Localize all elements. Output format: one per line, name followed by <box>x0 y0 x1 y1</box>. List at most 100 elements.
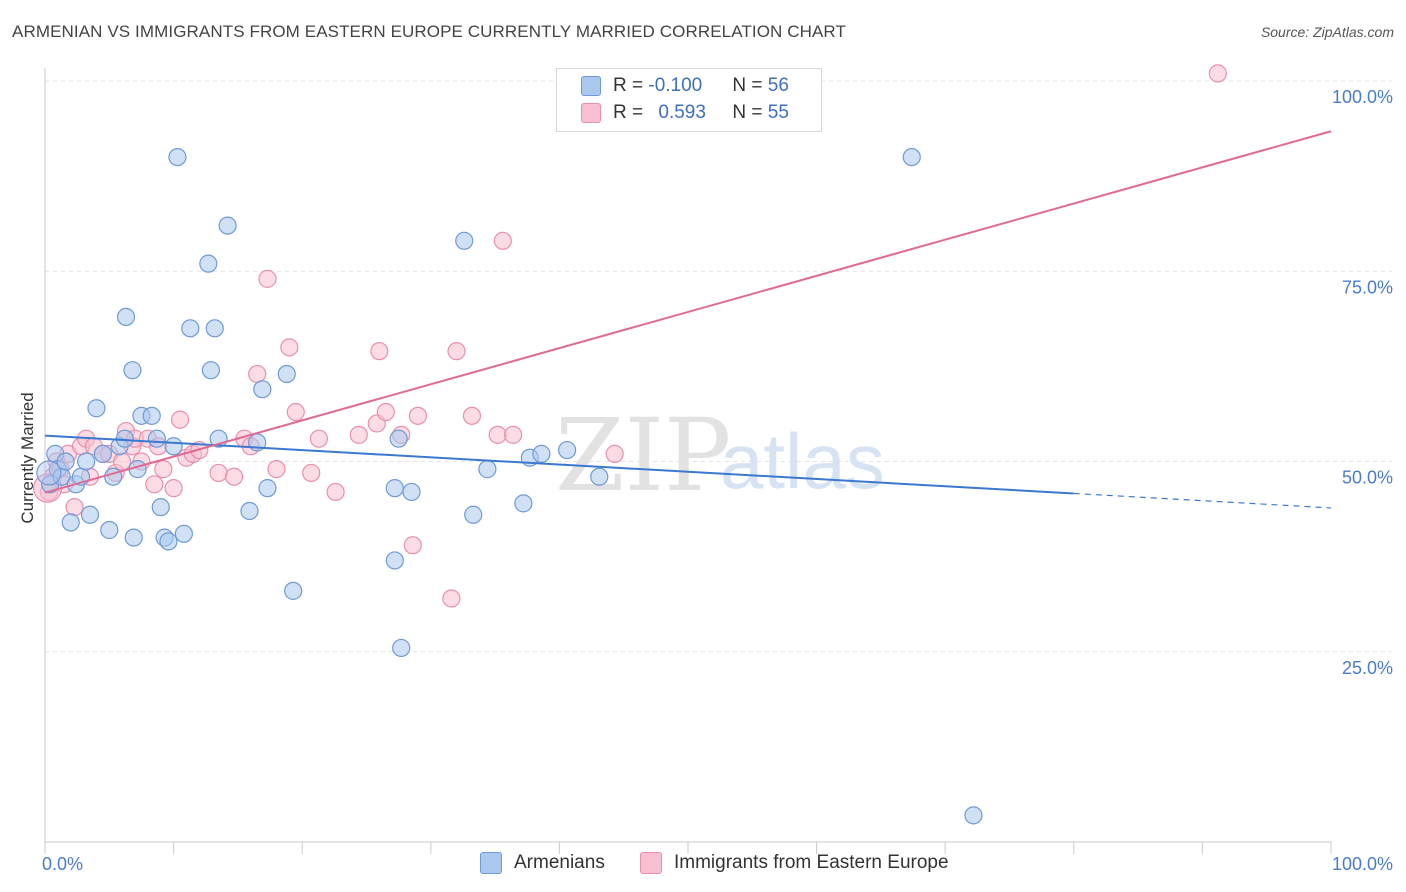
data-point-armenians <box>402 482 421 502</box>
legend-swatch-blue <box>480 852 502 874</box>
data-point-immigrants <box>248 364 267 384</box>
data-point-armenians <box>77 452 96 471</box>
series-armenians-points <box>36 148 983 825</box>
data-point-armenians <box>558 440 577 460</box>
legend-r-value: -0.100 <box>648 75 703 96</box>
legend-row-immigrants: R = 0.593 N = 55 <box>581 100 789 126</box>
data-point-immigrants <box>605 444 624 463</box>
data-point-armenians <box>36 460 62 486</box>
legend-swatch-pink <box>581 103 601 123</box>
data-point-armenians <box>87 399 106 418</box>
y-tick-label: 25.0% <box>1342 658 1393 678</box>
axes <box>44 68 1332 854</box>
data-point-immigrants <box>1208 64 1227 83</box>
legend-item-immigrants: Immigrants from Eastern Europe <box>640 852 949 874</box>
data-point-immigrants <box>370 342 389 361</box>
data-point-armenians <box>464 505 483 524</box>
trend-lines <box>44 130 1332 509</box>
chart-source: Source: ZipAtlas.com <box>1260 24 1394 40</box>
data-point-armenians <box>277 364 296 384</box>
data-point-armenians <box>392 638 411 658</box>
data-point-immigrants <box>403 536 422 555</box>
data-point-immigrants <box>224 467 244 486</box>
data-point-immigrants <box>376 402 395 422</box>
data-point-armenians <box>56 452 75 471</box>
data-point-armenians <box>389 429 408 448</box>
y-tick-label: 50.0% <box>1342 468 1393 488</box>
y-axis-label: Currently Married <box>18 392 37 523</box>
data-point-armenians <box>93 444 112 463</box>
watermark-atlas: atlas <box>720 417 885 505</box>
data-point-armenians <box>532 444 551 463</box>
chart-title: ARMENIAN VS IMMIGRANTS FROM EASTERN EURO… <box>12 22 846 41</box>
data-point-immigrants <box>493 231 512 250</box>
data-point-immigrants <box>447 342 466 361</box>
data-point-armenians <box>168 148 187 167</box>
legend-r-label: R = <box>613 102 649 123</box>
legend-n-value: 56 <box>767 75 789 96</box>
data-point-armenians <box>205 319 224 338</box>
legend-r-value: 0.593 <box>658 102 706 123</box>
data-point-immigrants <box>65 498 84 517</box>
gridlines <box>45 80 1392 653</box>
data-point-immigrants <box>488 425 507 444</box>
data-point-armenians <box>218 216 237 235</box>
data-point-armenians <box>902 148 921 167</box>
watermark: ZIP atlas <box>555 397 885 514</box>
data-point-armenians <box>385 551 404 570</box>
data-point-armenians <box>116 307 136 327</box>
data-point-armenians <box>115 429 134 448</box>
x-tick-label: 100.0% <box>1332 854 1393 874</box>
data-point-armenians <box>478 460 497 479</box>
data-point-armenians <box>174 524 193 543</box>
data-point-armenians <box>514 494 533 513</box>
data-point-armenians <box>385 479 404 498</box>
trend-line-armenians-extension <box>1073 492 1332 509</box>
data-point-armenians <box>142 406 161 425</box>
data-point-armenians <box>61 513 80 532</box>
data-point-armenians <box>100 520 119 540</box>
data-point-immigrants <box>280 338 299 357</box>
data-point-armenians <box>123 361 142 380</box>
legend-label-immigrants: Immigrants from Eastern Europe <box>674 852 949 873</box>
data-point-armenians <box>124 528 143 547</box>
legend-n-value: 55 <box>767 102 789 123</box>
data-point-immigrants <box>286 402 305 422</box>
data-point-armenians <box>151 498 170 517</box>
y-tick-labels: 100.0% 75.0% 50.0% 25.0% <box>1332 87 1393 678</box>
data-point-immigrants <box>349 425 368 444</box>
data-point-immigrants <box>442 589 461 608</box>
data-point-armenians <box>253 380 272 399</box>
data-point-armenians <box>159 532 178 551</box>
legend-swatch-pink <box>640 852 662 874</box>
data-point-immigrants <box>258 269 277 288</box>
legend-swatch-blue <box>581 76 601 96</box>
data-point-armenians <box>164 437 183 456</box>
y-tick-label: 75.0% <box>1342 277 1393 297</box>
y-tick-label: 100.0% <box>1332 87 1393 107</box>
x-tick-labels: 0.0% 100.0% <box>42 854 1393 874</box>
data-point-armenians <box>201 361 220 380</box>
data-point-armenians <box>80 505 100 524</box>
data-point-armenians <box>284 581 303 600</box>
legend-item-armenians: Armenians <box>480 852 605 874</box>
data-point-immigrants <box>408 406 428 425</box>
x-tick-label: 0.0% <box>42 854 83 874</box>
watermark-zip: ZIP <box>555 397 731 514</box>
data-point-immigrants <box>309 429 329 448</box>
data-point-immigrants <box>209 463 228 483</box>
legend-row-armenians: R = -0.100 N = 56 <box>581 73 789 99</box>
data-point-immigrants <box>164 479 183 498</box>
series-legend: Armenians Immigrants from Eastern Europe <box>0 852 1406 878</box>
data-point-armenians <box>455 231 474 250</box>
legend-r-label: R = <box>613 75 649 96</box>
data-point-immigrants <box>267 460 286 479</box>
data-point-immigrants <box>504 425 523 444</box>
data-point-armenians <box>590 467 609 486</box>
correlation-legend: R = -0.100 N = 56 R = 0.593 N = 55 <box>556 68 822 132</box>
data-point-armenians <box>964 806 983 825</box>
legend-n-label: N = <box>732 75 768 96</box>
data-point-armenians <box>199 254 218 273</box>
data-point-armenians <box>240 501 259 521</box>
data-point-immigrants <box>302 463 321 483</box>
